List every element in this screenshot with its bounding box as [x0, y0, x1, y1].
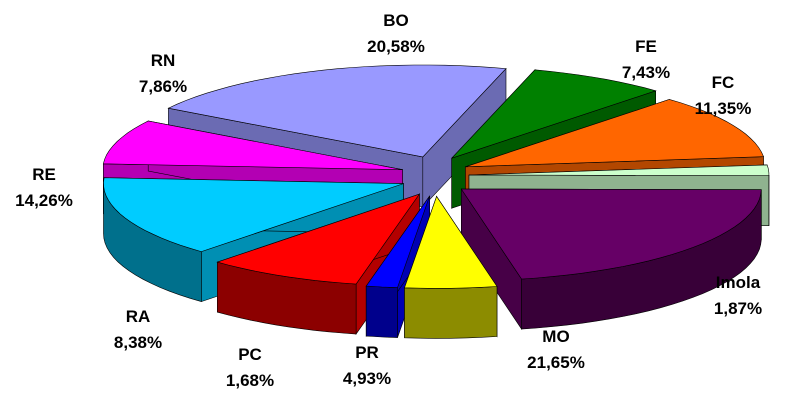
category-label: FC: [673, 70, 773, 96]
data-label-imola: Imola 1,87%: [688, 270, 787, 322]
slice-outer-wall: [366, 286, 397, 338]
data-label-rn: RN 7,86%: [113, 48, 213, 100]
value-label: 7,86%: [113, 74, 213, 100]
value-label: 1,68%: [200, 368, 300, 394]
data-label-re: RE 14,26%: [0, 162, 94, 214]
category-label: RA: [88, 304, 188, 330]
category-label: MO: [506, 324, 606, 350]
data-label-ra: RA 8,38%: [88, 304, 188, 356]
value-label: 1,87%: [688, 296, 787, 322]
data-label-pr: PR 4,93%: [317, 340, 417, 392]
category-label: RN: [113, 48, 213, 74]
value-label: 21,65%: [506, 350, 606, 376]
data-label-bo: BO 20,58%: [346, 8, 446, 60]
category-label: PC: [200, 342, 300, 368]
category-label: Imola: [688, 270, 787, 296]
category-label: PR: [317, 340, 417, 366]
value-label: 14,26%: [0, 188, 94, 214]
category-label: BO: [346, 8, 446, 34]
category-label: FE: [596, 34, 696, 60]
data-label-pc: PC 1,68%: [200, 342, 300, 394]
data-label-mo: MO 21,65%: [506, 324, 606, 376]
data-label-fc: FC 11,35%: [673, 70, 773, 122]
slice-outer-wall: [405, 287, 498, 339]
value-label: 11,35%: [673, 96, 773, 122]
value-label: 20,58%: [346, 34, 446, 60]
value-label: 8,38%: [88, 330, 188, 356]
value-label: 4,93%: [317, 366, 417, 392]
category-label: RE: [0, 162, 94, 188]
